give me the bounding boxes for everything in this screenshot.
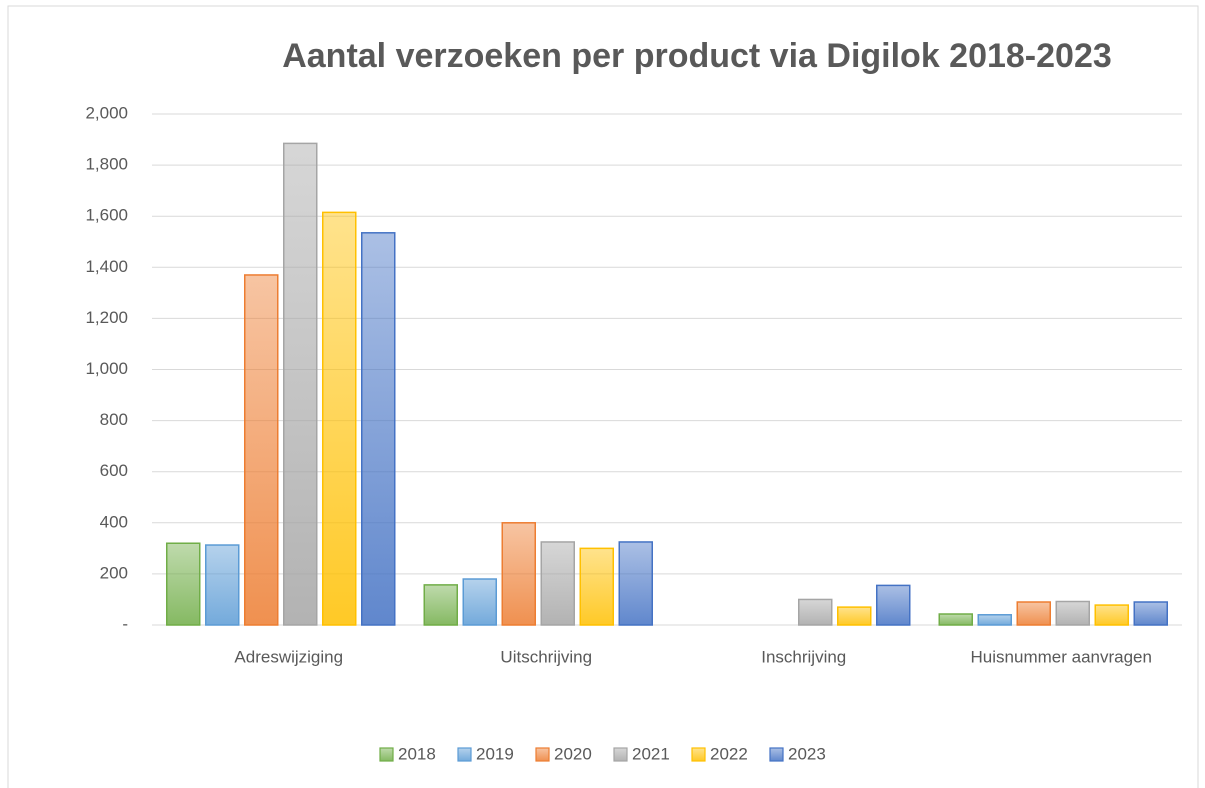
legend-label: 2022 — [710, 744, 748, 763]
y-tick-label: 200 — [100, 563, 128, 582]
legend-label: 2020 — [554, 744, 592, 763]
bar — [462, 578, 497, 626]
x-tick-label: Adreswijziging — [234, 647, 343, 666]
bar — [1133, 601, 1168, 626]
bar — [1094, 604, 1129, 626]
legend-swatch — [535, 747, 550, 762]
bar — [977, 614, 1012, 626]
y-tick-label: 1,800 — [85, 155, 128, 174]
bar — [938, 613, 973, 626]
x-tick-label: Inschrijving — [761, 647, 846, 666]
bar — [205, 544, 240, 626]
bar — [618, 541, 653, 626]
bar — [837, 606, 872, 626]
legend-swatch — [691, 747, 706, 762]
bar — [501, 522, 536, 626]
legend-swatch — [769, 747, 784, 762]
legend-label: 2021 — [632, 744, 670, 763]
bar — [579, 547, 614, 626]
bar — [540, 541, 575, 626]
y-tick-label: 1,000 — [85, 359, 128, 378]
legend-label: 2019 — [476, 744, 514, 763]
chart-title: Aantal verzoeken per product via Digilok… — [282, 37, 1112, 75]
bar — [1016, 601, 1051, 626]
y-tick-label: 1,600 — [85, 206, 128, 225]
bar — [361, 232, 396, 626]
bar — [423, 584, 458, 626]
y-tick-label: 400 — [100, 512, 128, 531]
x-tick-label: Uitschrijving — [500, 647, 592, 666]
y-tick-label: 800 — [100, 410, 128, 429]
bar — [283, 142, 318, 626]
chart-border — [7, 5, 1199, 788]
bar — [798, 598, 833, 626]
bar — [166, 542, 201, 626]
y-tick-label: 1,200 — [85, 308, 128, 327]
legend-label: 2023 — [788, 744, 826, 763]
bar — [876, 584, 911, 626]
bar — [322, 211, 357, 626]
y-tick-label: 1,400 — [85, 257, 128, 276]
bar — [1055, 600, 1090, 626]
y-tick-label: - — [122, 614, 128, 633]
y-tick-label: 2,000 — [85, 103, 128, 122]
y-tick-label: 600 — [100, 461, 128, 480]
x-tick-label: Huisnummer aanvragen — [971, 647, 1152, 666]
bar — [244, 274, 279, 626]
legend-swatch — [457, 747, 472, 762]
legend-swatch — [613, 747, 628, 762]
legend-label: 2018 — [398, 744, 436, 763]
legend-swatch — [379, 747, 394, 762]
